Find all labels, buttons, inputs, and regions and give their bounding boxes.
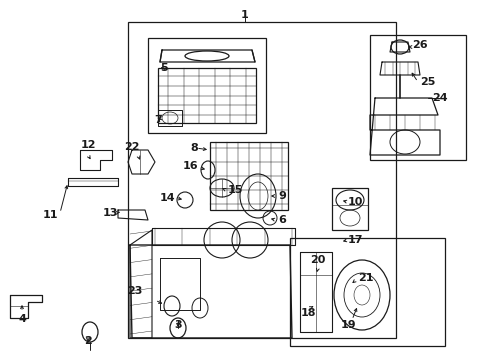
Bar: [128, 22, 395, 338]
Text: 10: 10: [347, 197, 363, 207]
Text: 24: 24: [431, 93, 447, 103]
Text: 18: 18: [300, 308, 315, 318]
Text: 17: 17: [347, 235, 363, 245]
Text: 5: 5: [160, 63, 168, 73]
Bar: [369, 35, 465, 160]
Text: 14: 14: [159, 193, 175, 203]
Text: 8: 8: [190, 143, 198, 153]
Text: 12: 12: [80, 140, 96, 150]
Text: 13: 13: [102, 208, 118, 218]
Text: 19: 19: [340, 320, 355, 330]
Text: 26: 26: [411, 40, 427, 50]
Text: 15: 15: [227, 185, 243, 195]
Text: 1: 1: [241, 10, 248, 20]
Bar: [158, 68, 256, 123]
Text: 9: 9: [278, 191, 285, 201]
Bar: [331, 188, 367, 230]
Text: 22: 22: [124, 142, 140, 152]
Bar: [289, 238, 444, 346]
Text: 11: 11: [42, 210, 58, 220]
Text: 2: 2: [84, 336, 92, 346]
Text: 3: 3: [174, 320, 182, 330]
Text: 25: 25: [419, 77, 434, 87]
Text: 6: 6: [278, 215, 285, 225]
Text: 21: 21: [357, 273, 373, 283]
Text: 16: 16: [182, 161, 198, 171]
Text: 7: 7: [154, 115, 162, 125]
Bar: [209, 142, 287, 210]
Text: 23: 23: [127, 286, 142, 296]
Bar: [148, 38, 265, 133]
Text: 20: 20: [310, 255, 325, 265]
Text: 4: 4: [18, 314, 26, 324]
